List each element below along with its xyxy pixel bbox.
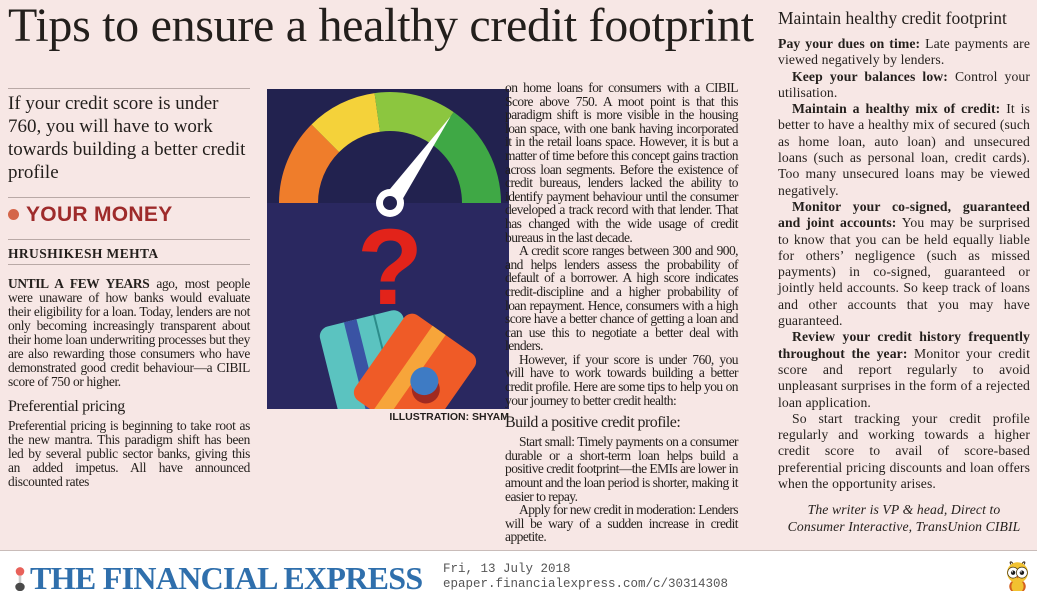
svg-text:?: ?: [357, 206, 423, 327]
